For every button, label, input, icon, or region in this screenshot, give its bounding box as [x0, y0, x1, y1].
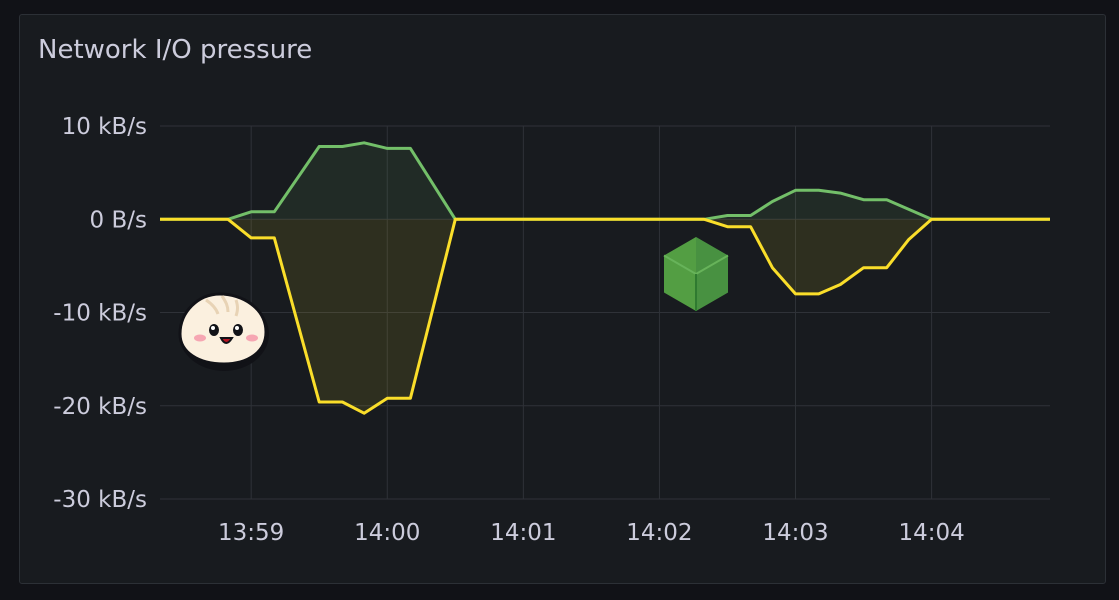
x-axis: 13:59 14:00 14:01 14:02 14:03 14:04	[218, 520, 965, 546]
nodejs-logo-icon	[663, 237, 729, 311]
series-area-1	[160, 219, 1050, 414]
y-tick-label: -30 kB/s	[53, 487, 147, 513]
bun-logo-icon	[178, 292, 269, 371]
series-line-1[interactable]	[160, 217, 1050, 415]
x-tick-label: 14:01	[490, 520, 556, 546]
y-tick-label: -20 kB/s	[53, 394, 147, 420]
y-axis: 10 kB/s 0 B/s -10 kB/s -20 kB/s -30 kB/s	[53, 114, 147, 513]
x-tick-label: 14:02	[626, 520, 692, 546]
y-tick-label: -10 kB/s	[53, 301, 147, 327]
panel-title[interactable]: Network I/O pressure	[38, 35, 313, 65]
x-tick-label: 13:59	[218, 520, 284, 546]
y-tick-label: 0 B/s	[90, 207, 147, 233]
series-area-0	[160, 142, 1050, 220]
series-lines	[160, 141, 1050, 415]
x-tick-label: 14:00	[354, 520, 420, 546]
y-tick-label: 10 kB/s	[62, 114, 147, 140]
x-tick-label: 14:03	[762, 520, 828, 546]
x-tick-label: 14:04	[898, 520, 964, 546]
series-areas	[160, 142, 1050, 414]
